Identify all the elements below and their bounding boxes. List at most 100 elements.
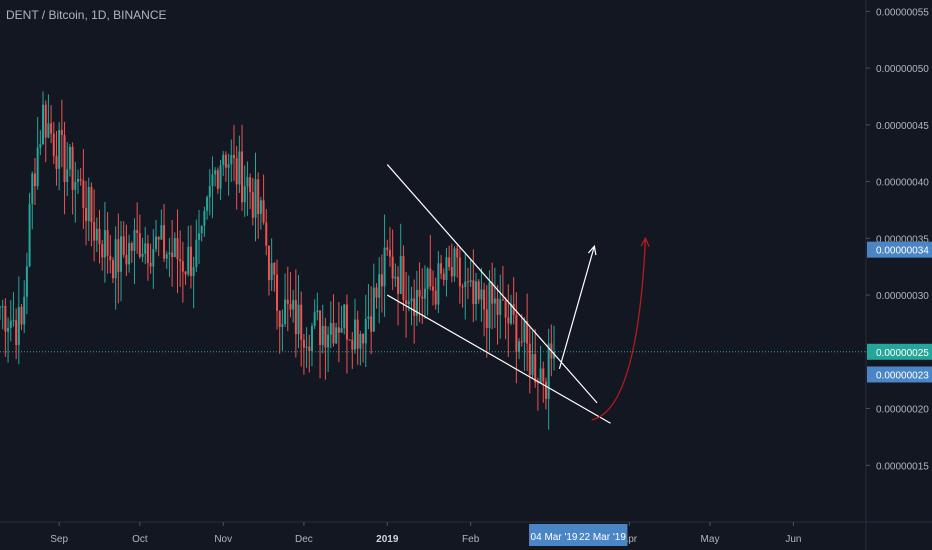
candle <box>165 251 168 269</box>
date-badge: 22 Mar '19 <box>577 524 628 546</box>
candle <box>337 301 340 363</box>
candle <box>9 300 12 342</box>
candle <box>214 167 217 187</box>
candle <box>442 268 445 286</box>
candle <box>219 160 222 201</box>
candle <box>515 292 518 384</box>
candle <box>157 236 160 257</box>
candle <box>246 161 249 216</box>
candle <box>224 151 227 182</box>
candle <box>106 212 109 274</box>
candle <box>362 333 365 363</box>
candle <box>450 243 453 283</box>
candle <box>176 209 179 294</box>
candle <box>241 124 244 211</box>
candle <box>28 192 31 268</box>
candle <box>480 267 483 322</box>
candle <box>448 245 451 271</box>
projection-arrow[interactable] <box>558 244 597 369</box>
candle <box>410 286 413 326</box>
candle <box>42 91 45 146</box>
candle <box>378 257 381 324</box>
candle <box>66 141 69 197</box>
candle <box>141 237 144 263</box>
candle <box>332 294 335 347</box>
candle <box>276 259 279 330</box>
candle <box>98 209 101 264</box>
candle <box>434 277 437 310</box>
candle <box>531 331 534 379</box>
axis-badges: 0.00000034 0.00000025 0.00000023 04 Mar '19… <box>529 241 932 546</box>
drawings[interactable] <box>386 164 650 424</box>
candle <box>52 121 55 164</box>
candle <box>216 167 219 194</box>
candle <box>163 204 166 262</box>
candle <box>198 210 201 264</box>
trendline[interactable] <box>386 164 598 404</box>
candle <box>149 243 152 274</box>
candle <box>33 157 36 206</box>
candle <box>429 234 432 291</box>
candle <box>55 131 58 186</box>
candle <box>262 174 265 225</box>
candle <box>348 339 351 341</box>
candle <box>222 150 225 177</box>
candle <box>189 225 192 289</box>
candle <box>114 226 117 310</box>
candle <box>397 266 400 326</box>
candle <box>93 189 96 262</box>
candle <box>243 165 246 217</box>
candle <box>17 276 20 365</box>
candle <box>154 219 157 253</box>
candle <box>302 333 305 375</box>
y-tick-label: 0.00000035 <box>876 234 929 245</box>
candle <box>475 272 478 321</box>
candle <box>297 275 300 349</box>
candle <box>343 303 346 335</box>
candle <box>171 219 174 287</box>
candle <box>85 180 88 246</box>
candle <box>120 221 123 302</box>
x-tick-label: Oct <box>132 534 148 545</box>
candle <box>203 206 206 237</box>
candle <box>71 142 74 215</box>
svg-text:22 Mar '19: 22 Mar '19 <box>579 532 626 543</box>
candle <box>254 152 257 242</box>
candle <box>496 285 499 345</box>
candle <box>0 305 1 321</box>
candle <box>58 122 61 191</box>
y-tick-label: 0.00000045 <box>876 121 929 132</box>
candle <box>386 239 389 256</box>
candle <box>227 153 230 196</box>
curved-projection-arrow[interactable] <box>591 236 650 421</box>
candle <box>356 310 359 365</box>
x-tick-label: Jun <box>785 534 801 545</box>
candle <box>493 267 496 329</box>
candle <box>168 237 171 278</box>
time-axis[interactable]: Sep Oct Nov Dec 2019 Feb Apr May Jun <box>50 522 801 545</box>
candle <box>181 241 184 303</box>
candle <box>415 270 418 326</box>
candle <box>47 94 50 139</box>
y-tick-label: 0.00000050 <box>876 64 929 75</box>
candle <box>187 225 190 277</box>
candle <box>536 377 539 411</box>
candle <box>310 322 313 367</box>
candle <box>300 291 303 367</box>
candle <box>68 144 71 177</box>
candle <box>423 265 426 319</box>
candle <box>50 105 53 144</box>
candle <box>125 224 128 277</box>
candle <box>518 338 521 360</box>
candle <box>23 280 26 334</box>
candle <box>31 171 34 230</box>
candle <box>327 326 330 373</box>
candle <box>388 226 391 267</box>
trendline[interactable] <box>386 294 611 424</box>
candle <box>445 247 448 297</box>
candle <box>394 263 397 288</box>
candle <box>101 239 104 271</box>
price-badge: 0.00000025 <box>867 343 932 360</box>
